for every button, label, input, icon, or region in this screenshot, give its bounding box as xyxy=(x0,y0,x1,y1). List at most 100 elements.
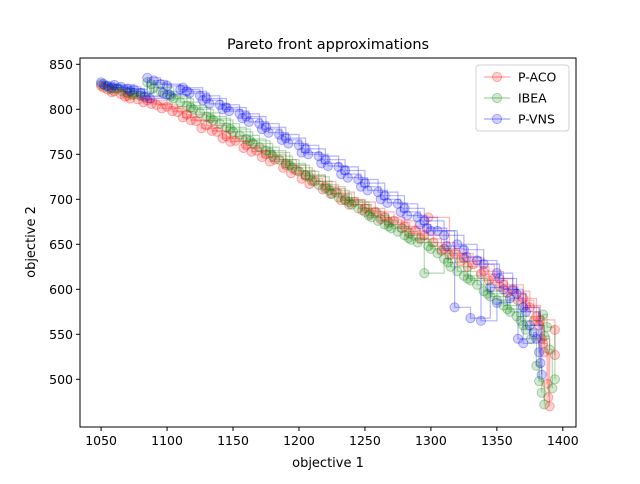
front-line xyxy=(101,77,540,353)
data-point xyxy=(138,97,149,108)
data-point xyxy=(512,295,524,306)
data-point xyxy=(333,161,344,172)
x-tick-label: 1300 xyxy=(415,433,447,448)
data-point xyxy=(217,104,228,115)
data-point xyxy=(313,179,324,190)
data-point xyxy=(415,219,426,230)
front-line xyxy=(107,88,551,407)
data-point xyxy=(439,253,450,264)
data-point xyxy=(148,82,159,93)
data-point xyxy=(444,250,455,261)
data-point xyxy=(162,80,173,92)
data-point xyxy=(155,79,166,90)
data-point xyxy=(227,126,239,137)
data-point xyxy=(518,293,529,304)
legend-item-p-aco: P-ACO xyxy=(484,70,557,85)
data-point xyxy=(536,369,547,380)
data-point xyxy=(507,286,518,297)
data-point xyxy=(201,120,212,131)
data-point xyxy=(181,109,192,120)
data-point xyxy=(531,333,542,344)
data-point xyxy=(280,160,291,171)
data-point xyxy=(287,162,298,173)
data-point xyxy=(280,133,291,144)
x-axis-label: objective 1 xyxy=(292,456,364,471)
data-point xyxy=(204,98,215,110)
data-point xyxy=(201,111,212,122)
data-point xyxy=(241,133,252,145)
data-point xyxy=(155,86,166,97)
data-point xyxy=(225,136,236,147)
data-point xyxy=(359,206,370,217)
data-point xyxy=(162,101,173,112)
data-point xyxy=(402,210,413,221)
data-point xyxy=(396,223,407,234)
data-point xyxy=(399,230,410,241)
data-point xyxy=(543,392,554,403)
data-point xyxy=(386,223,397,234)
data-point xyxy=(419,215,430,226)
data-point xyxy=(383,221,394,232)
x-tick-label: 1150 xyxy=(217,433,249,448)
data-point xyxy=(132,94,144,105)
data-point xyxy=(373,187,384,198)
data-point xyxy=(142,77,153,88)
data-point xyxy=(399,221,410,232)
data-point xyxy=(300,169,311,181)
data-point xyxy=(221,131,232,142)
data-point xyxy=(201,93,212,104)
data-point xyxy=(541,378,553,389)
data-point xyxy=(520,324,532,335)
front-line xyxy=(109,81,556,380)
data-point xyxy=(316,158,327,169)
data-point xyxy=(151,99,162,110)
data-point xyxy=(106,82,117,93)
data-point xyxy=(106,87,117,98)
data-point xyxy=(544,401,555,412)
data-point xyxy=(96,79,107,90)
front-line xyxy=(103,87,549,398)
data-point xyxy=(472,279,483,290)
y-tick-label: 800 xyxy=(49,102,73,117)
data-point xyxy=(365,208,376,219)
data-point xyxy=(100,80,111,92)
data-point xyxy=(344,196,355,208)
front-line xyxy=(105,85,545,405)
data-point xyxy=(366,212,377,223)
data-point xyxy=(535,314,546,325)
data-point xyxy=(428,237,439,248)
data-point xyxy=(379,190,390,201)
data-point xyxy=(511,311,522,322)
data-point xyxy=(158,88,169,99)
data-point xyxy=(115,81,127,92)
data-point xyxy=(370,206,381,217)
data-point xyxy=(234,108,245,119)
data-point xyxy=(125,86,136,97)
x-tick-label: 1100 xyxy=(151,433,183,448)
y-axis: 500 550 600 650 700 750 800 850 xyxy=(49,57,80,387)
data-point xyxy=(274,129,285,140)
data-point xyxy=(115,88,127,100)
data-point xyxy=(412,237,423,248)
data-point xyxy=(196,123,207,134)
data-point xyxy=(185,102,196,113)
data-point xyxy=(419,230,430,241)
data-point xyxy=(534,376,545,387)
data-point xyxy=(254,142,265,153)
data-point xyxy=(412,212,423,223)
data-point xyxy=(326,188,338,199)
data-point xyxy=(515,315,526,326)
data-point xyxy=(383,217,394,228)
data-point xyxy=(406,234,417,245)
data-point xyxy=(539,399,550,410)
data-point xyxy=(245,135,256,146)
data-point xyxy=(164,89,175,101)
data-point xyxy=(119,91,131,102)
legend-marker xyxy=(491,92,503,104)
data-point xyxy=(535,358,546,369)
data-point xyxy=(267,151,278,162)
legend-marker xyxy=(491,71,503,83)
y-tick-label: 650 xyxy=(49,237,73,252)
legend-item-p-vns: P-VNS xyxy=(484,112,555,127)
data-point xyxy=(419,268,430,279)
